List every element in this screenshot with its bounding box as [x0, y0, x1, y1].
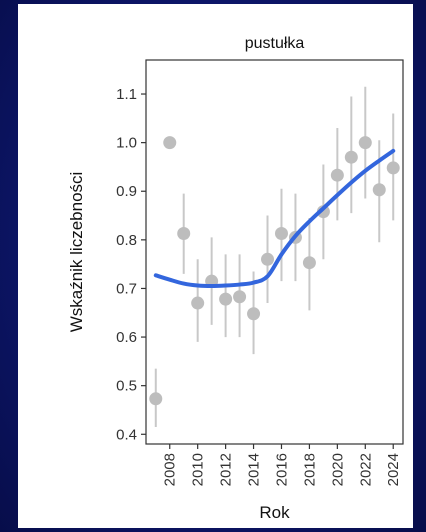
- y-tick-label-0.8: 0.8: [116, 232, 137, 249]
- panel-border: [145, 59, 404, 445]
- y-tick-label-0.7: 0.7: [116, 280, 137, 297]
- y-tick-label-1.1: 1.1: [116, 86, 137, 103]
- data-point-2024: [386, 161, 400, 175]
- data-point-2012: [219, 292, 233, 306]
- x-tick-label-2008: 2008: [162, 453, 179, 486]
- x-axis: 2008 2010 2012 2014 2016 2018 2020 2022 2024: [162, 444, 402, 486]
- chart-figure: pustułka 0.4 0.5 0.6 0.7 0.8 0.9 1.0 1.1 2008 20…: [18, 4, 413, 528]
- data-point-2015: [261, 252, 275, 266]
- y-axis-label: Wskaźnik liczebności: [67, 172, 86, 333]
- x-tick-label-2016: 2016: [273, 453, 290, 486]
- data-point-2018: [302, 256, 316, 270]
- data-point-2008: [163, 136, 177, 150]
- data-points: [149, 136, 400, 406]
- x-axis-label: Rok: [259, 503, 290, 522]
- x-tick-label-2022: 2022: [357, 453, 374, 486]
- x-tick-label-2012: 2012: [218, 453, 235, 486]
- x-tick-label-2014: 2014: [246, 453, 263, 486]
- data-point-2021: [344, 150, 358, 164]
- y-tick-label-1.0: 1.0: [116, 135, 137, 152]
- x-tick-label-2018: 2018: [301, 453, 318, 486]
- data-point-2016: [274, 227, 288, 241]
- trend-line: [153, 148, 396, 289]
- error-bars: [154, 86, 395, 427]
- chart-svg: pustułka 0.40.50.60.70.80.91.01.1 2008 20…: [67, 35, 404, 522]
- y-tick-label-0.9: 0.9: [116, 183, 137, 200]
- x-tick-label-2024: 2024: [385, 453, 402, 486]
- y-tick-label-0.5: 0.5: [116, 378, 137, 395]
- data-point-2019: [316, 205, 330, 219]
- data-point-2009: [177, 227, 191, 241]
- data-point-2020: [330, 168, 344, 182]
- panel-title: pustułka: [245, 35, 305, 52]
- data-point-2023: [372, 183, 386, 197]
- data-point-2022: [358, 136, 372, 150]
- data-point-2013: [233, 290, 247, 304]
- y-tick-label-0.6: 0.6: [116, 329, 137, 346]
- y-axis: 0.4 0.5 0.6 0.7 0.8 0.9 1.0 1.1: [116, 86, 146, 443]
- y-tick-label-0.4: 0.4: [116, 426, 137, 443]
- data-point-2007: [149, 392, 163, 406]
- data-point-2014: [247, 307, 261, 321]
- x-tick-label-2020: 2020: [329, 453, 346, 486]
- data-point-2010: [191, 296, 205, 310]
- x-tick-label-2010: 2010: [190, 453, 207, 486]
